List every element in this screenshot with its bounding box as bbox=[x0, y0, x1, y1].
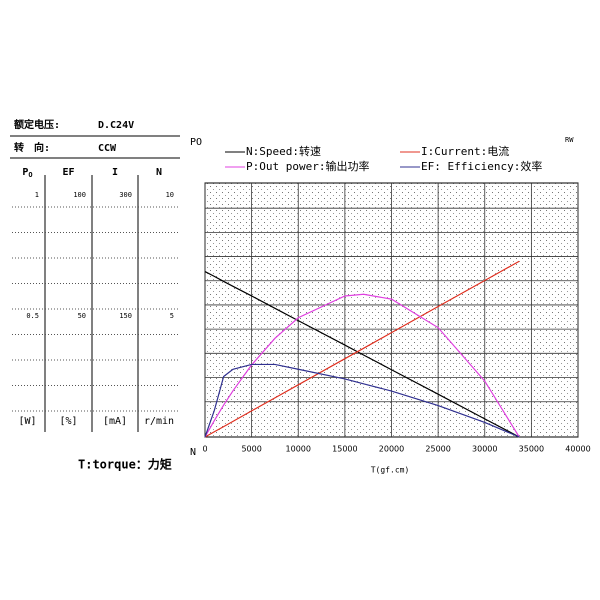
y-tick-label: 5 bbox=[170, 312, 174, 320]
column-symbol: N bbox=[156, 167, 162, 178]
column-symbol: P bbox=[22, 167, 28, 178]
series-line bbox=[204, 293, 520, 438]
column-symbol: I bbox=[112, 167, 118, 178]
x-tick-label: 25000 bbox=[425, 445, 450, 454]
column-unit: [mA] bbox=[103, 416, 127, 427]
note: T:torque：力矩 bbox=[78, 457, 172, 472]
column-header: PO bbox=[22, 167, 32, 179]
x-tick-label: 40000 bbox=[565, 445, 590, 454]
corner-label: RW bbox=[565, 136, 574, 144]
x-tick-label: 0 bbox=[202, 445, 207, 454]
voltage: D.C24V bbox=[98, 120, 134, 131]
legend-label: P:Out power:输出功率 bbox=[246, 159, 369, 173]
series-line bbox=[204, 260, 520, 438]
y-tick-label: 1 bbox=[35, 191, 39, 199]
direction: CCW bbox=[98, 143, 117, 154]
column-header: EF bbox=[62, 167, 74, 178]
column-symbol: EF bbox=[62, 167, 74, 178]
y-tick-label: 150 bbox=[119, 312, 132, 320]
y-tick-label: 0.5 bbox=[26, 312, 39, 320]
y-tick-label: 300 bbox=[119, 191, 132, 199]
column-unit: [W] bbox=[18, 416, 36, 427]
x-tick-label: 15000 bbox=[332, 445, 357, 454]
column-unit: r/min bbox=[144, 416, 174, 427]
x-tick-label: 20000 bbox=[379, 445, 404, 454]
legend-label: I:Current:电流 bbox=[421, 144, 509, 158]
y-tick-label: 100 bbox=[73, 191, 86, 199]
y-label-bottom: N bbox=[190, 447, 196, 458]
series-line bbox=[204, 271, 520, 438]
x-axis-label: T(gf.cm) bbox=[371, 466, 410, 475]
direction-label: 转 向: bbox=[14, 141, 50, 154]
series-line bbox=[204, 363, 520, 438]
voltage-label: 额定电压: bbox=[14, 118, 60, 131]
x-tick-label: 5000 bbox=[241, 445, 261, 454]
x-tick-label: 30000 bbox=[472, 445, 497, 454]
column-header: N bbox=[156, 167, 162, 178]
y-tick-label: 50 bbox=[78, 312, 86, 320]
column-subscript: O bbox=[28, 171, 32, 179]
y-tick-label: 10 bbox=[166, 191, 174, 199]
column-header: I bbox=[112, 167, 118, 178]
legend-label: EF: Efficiency:效率 bbox=[421, 159, 542, 173]
x-tick-label: 10000 bbox=[286, 445, 311, 454]
y-label-top: PO bbox=[190, 137, 202, 148]
x-tick-label: 35000 bbox=[519, 445, 544, 454]
legend-label: N:Speed:转速 bbox=[246, 144, 321, 158]
column-unit: [%] bbox=[59, 416, 77, 427]
